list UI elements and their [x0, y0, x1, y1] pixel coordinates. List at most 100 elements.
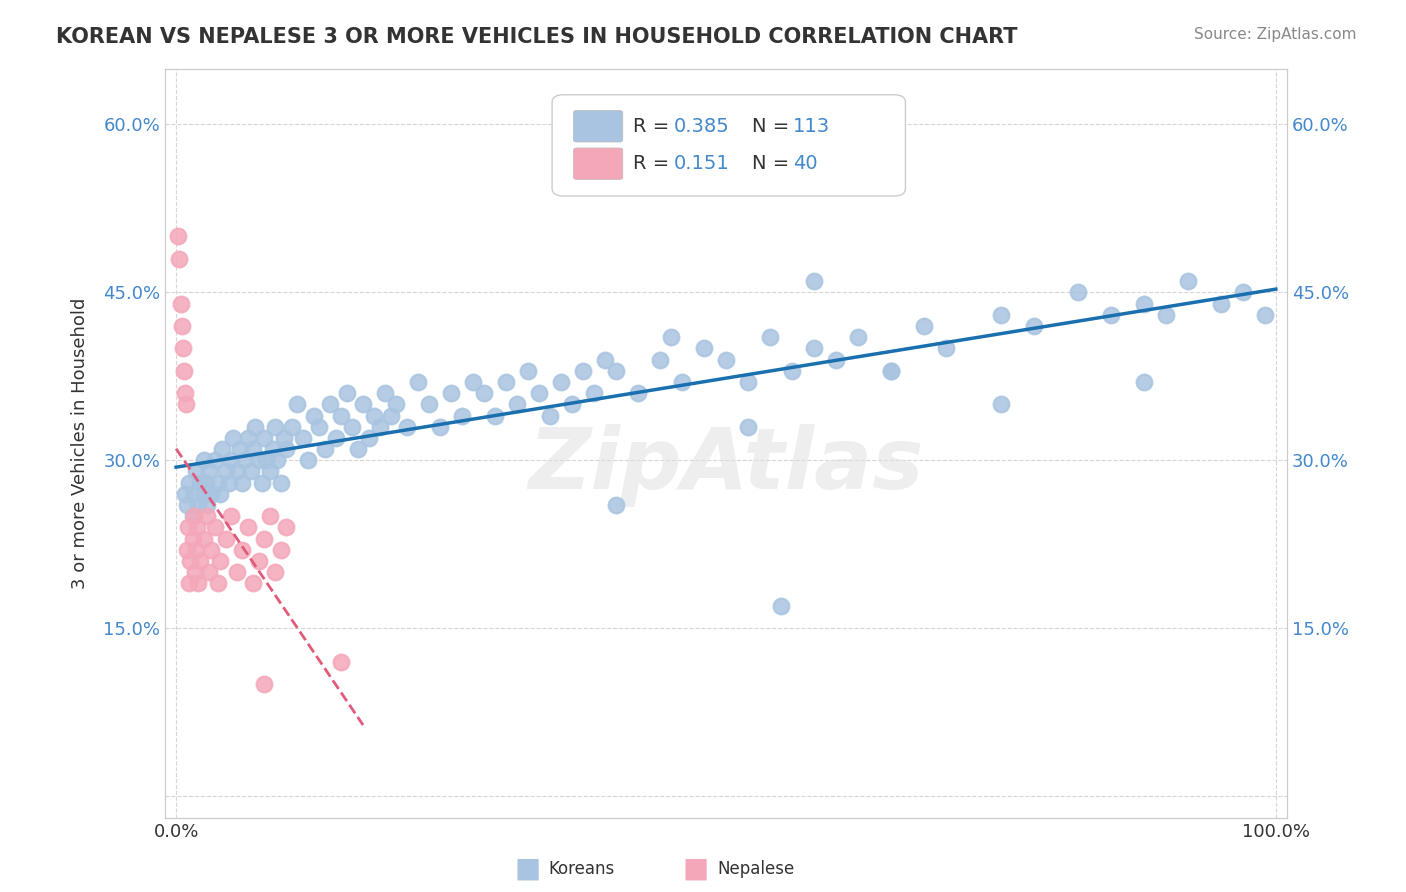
- Point: [207, 576, 229, 591]
- Point: [418, 397, 440, 411]
- Point: [184, 565, 207, 579]
- Point: [737, 375, 759, 389]
- Point: [396, 419, 419, 434]
- Point: [495, 375, 517, 389]
- Point: [825, 352, 848, 367]
- Point: [1099, 308, 1122, 322]
- Point: [204, 520, 226, 534]
- Point: [671, 375, 693, 389]
- Point: [605, 364, 627, 378]
- Point: [179, 576, 201, 591]
- Point: [214, 465, 236, 479]
- Point: [1232, 285, 1254, 300]
- Text: ■: ■: [515, 855, 540, 883]
- Point: [714, 352, 737, 367]
- Point: [188, 475, 211, 490]
- Point: [461, 375, 484, 389]
- Point: [198, 565, 221, 579]
- Point: [264, 419, 287, 434]
- Point: [219, 509, 242, 524]
- Point: [352, 397, 374, 411]
- Point: [222, 431, 245, 445]
- Point: [186, 520, 208, 534]
- Y-axis label: 3 or more Vehicles in Household: 3 or more Vehicles in Household: [72, 298, 89, 590]
- Point: [198, 465, 221, 479]
- Text: ■: ■: [683, 855, 709, 883]
- Point: [274, 520, 297, 534]
- Text: N =: N =: [752, 117, 796, 136]
- Point: [233, 453, 256, 467]
- Point: [406, 375, 429, 389]
- Point: [1067, 285, 1090, 300]
- Point: [264, 565, 287, 579]
- FancyBboxPatch shape: [574, 148, 623, 179]
- FancyBboxPatch shape: [574, 111, 623, 142]
- Point: [1133, 375, 1156, 389]
- Point: [912, 318, 935, 333]
- Point: [174, 487, 197, 501]
- Point: [561, 397, 583, 411]
- Point: [291, 431, 314, 445]
- Point: [195, 509, 218, 524]
- Point: [346, 442, 368, 456]
- Point: [693, 342, 716, 356]
- Point: [648, 352, 671, 367]
- Point: [177, 520, 200, 534]
- Text: Koreans: Koreans: [548, 860, 614, 878]
- Point: [253, 431, 276, 445]
- Point: [195, 498, 218, 512]
- Point: [572, 364, 595, 378]
- Point: [274, 442, 297, 456]
- Point: [627, 386, 650, 401]
- Point: [385, 397, 408, 411]
- Text: 0.385: 0.385: [673, 117, 728, 136]
- Point: [340, 419, 363, 434]
- Point: [330, 409, 353, 423]
- Text: Source: ZipAtlas.com: Source: ZipAtlas.com: [1194, 27, 1357, 42]
- Point: [582, 386, 605, 401]
- Point: [880, 364, 903, 378]
- Text: Nepalese: Nepalese: [717, 860, 794, 878]
- Point: [270, 475, 292, 490]
- Point: [167, 229, 190, 244]
- Point: [172, 342, 194, 356]
- Point: [374, 386, 396, 401]
- Point: [187, 576, 209, 591]
- Point: [247, 554, 270, 568]
- Point: [245, 419, 267, 434]
- Point: [280, 419, 302, 434]
- Point: [187, 498, 209, 512]
- Point: [209, 487, 232, 501]
- Point: [363, 409, 385, 423]
- Point: [880, 364, 903, 378]
- Point: [211, 442, 233, 456]
- Point: [297, 453, 319, 467]
- Point: [169, 296, 191, 310]
- Point: [1254, 308, 1277, 322]
- Point: [184, 465, 207, 479]
- FancyBboxPatch shape: [553, 95, 905, 196]
- Point: [593, 352, 616, 367]
- Point: [335, 386, 357, 401]
- Point: [188, 554, 211, 568]
- Point: [330, 655, 353, 669]
- Point: [231, 475, 253, 490]
- Point: [605, 498, 627, 512]
- Point: [169, 252, 191, 266]
- Point: [183, 487, 205, 501]
- Point: [780, 364, 803, 378]
- Text: 40: 40: [793, 154, 818, 173]
- Point: [325, 431, 347, 445]
- Point: [302, 409, 325, 423]
- Point: [273, 431, 295, 445]
- Point: [319, 397, 342, 411]
- Point: [170, 318, 193, 333]
- Point: [239, 465, 262, 479]
- Point: [1022, 318, 1045, 333]
- Point: [538, 409, 561, 423]
- Point: [174, 386, 197, 401]
- Point: [179, 554, 201, 568]
- Point: [803, 274, 825, 288]
- Point: [285, 397, 308, 411]
- Point: [451, 409, 474, 423]
